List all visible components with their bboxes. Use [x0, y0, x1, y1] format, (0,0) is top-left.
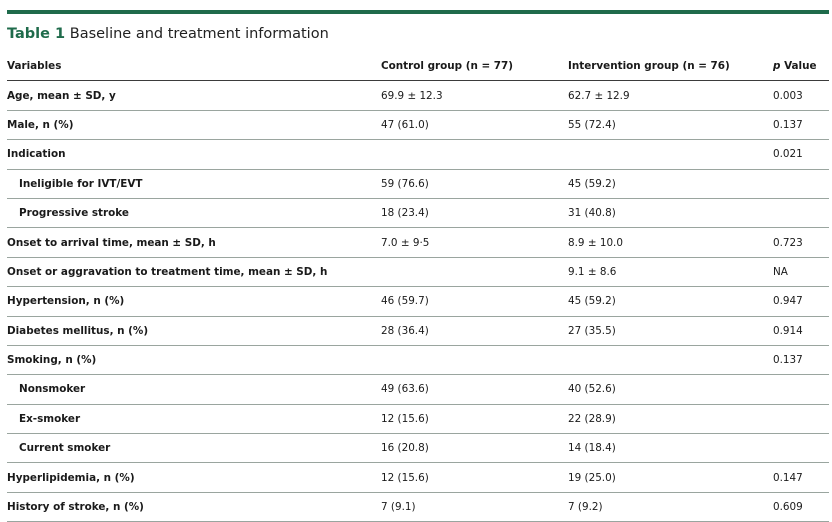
- table-body: Age, mean ± SD, y 69.9 ± 12.3 62.7 ± 12.9 0…: [7, 80, 829, 522]
- intervention-value: [568, 345, 773, 376]
- row-label: Age, mean ± SD, y: [7, 80, 381, 111]
- row-label: Onset or aggravation to treatment time, …: [7, 257, 381, 288]
- control-value: 59 (76.6): [381, 169, 568, 199]
- table-row: History of stroke, n (%) 7 (9.1) 7 (9.2) 0.…: [7, 492, 829, 522]
- table-row: Onset to arrival time, mean ± SD, h 7.0 ±…: [7, 227, 829, 258]
- header-variables: Variables: [7, 52, 381, 82]
- control-value: 28 (36.4): [381, 316, 568, 346]
- p-value: [773, 198, 829, 229]
- table-row: Diabetes mellitus, n (%) 28 (36.4) 27 (35.…: [7, 316, 829, 346]
- p-value: 0.137: [773, 110, 829, 141]
- p-value: 0.914: [773, 316, 829, 346]
- p-value: 0.137: [773, 345, 829, 376]
- intervention-value: 9.1 ± 8.6: [568, 257, 773, 288]
- header-p-value: p Value: [773, 52, 829, 82]
- header-p-italic: p: [773, 60, 781, 73]
- table-row: Age, mean ± SD, y 69.9 ± 12.3 62.7 ± 12.9 0…: [7, 80, 829, 111]
- intervention-value: 19 (25.0): [568, 462, 773, 493]
- control-value: 12 (15.6): [381, 462, 568, 493]
- intervention-value: [568, 139, 773, 170]
- p-value: 0.947: [773, 286, 829, 317]
- row-label: Indication: [7, 139, 381, 170]
- intervention-value: 45 (59.2): [568, 286, 773, 317]
- table-row: Smoking, n (%) 0.137: [7, 345, 829, 376]
- table-row: Hyperlipidemia, n (%) 12 (15.6) 19 (25.0) 0…: [7, 462, 829, 493]
- p-value: 0.147: [773, 462, 829, 493]
- table-row: Male, n (%) 47 (61.0) 55 (72.4) 0.137: [7, 110, 829, 141]
- control-value: 49 (63.6): [381, 374, 568, 405]
- header-p-suffix: Value: [780, 60, 817, 73]
- p-value: [773, 404, 829, 435]
- p-value: 0.723: [773, 227, 829, 258]
- row-label: Diabetes mellitus, n (%): [7, 316, 381, 346]
- intervention-value: 14 (18.4): [568, 433, 773, 464]
- row-label: Nonsmoker: [7, 374, 381, 405]
- intervention-value: 45 (59.2): [568, 169, 773, 199]
- row-label: Progressive stroke: [7, 198, 381, 229]
- control-value: 7.0 ± 9·5: [381, 227, 568, 258]
- intervention-value: 22 (28.9): [568, 404, 773, 435]
- table-row: Ex-smoker 12 (15.6) 22 (28.9): [7, 404, 829, 435]
- row-label: Current smoker: [7, 433, 381, 464]
- intervention-value: 40 (52.6): [568, 374, 773, 405]
- intervention-value: 8.9 ± 10.0: [568, 227, 773, 258]
- title-rule: [7, 10, 829, 14]
- p-value: [773, 374, 829, 405]
- intervention-value: 7 (9.2): [568, 492, 773, 522]
- table-row: Hypertension, n (%) 46 (59.7) 45 (59.2) 0.9…: [7, 286, 829, 317]
- intervention-value: 31 (40.8): [568, 198, 773, 229]
- row-label: History of stroke, n (%): [7, 492, 381, 522]
- table-row: Current smoker 16 (20.8) 14 (18.4): [7, 433, 829, 464]
- control-value: 69.9 ± 12.3: [381, 80, 568, 111]
- control-value: 16 (20.8): [381, 433, 568, 464]
- control-value: 18 (23.4): [381, 198, 568, 229]
- row-label: Male, n (%): [7, 110, 381, 141]
- p-value: 0.003: [773, 80, 829, 111]
- table-row: Progressive stroke 18 (23.4) 31 (40.8): [7, 198, 829, 229]
- intervention-value: 62.7 ± 12.9: [568, 80, 773, 111]
- row-label: Ex-smoker: [7, 404, 381, 435]
- intervention-value: 55 (72.4): [568, 110, 773, 141]
- row-label: Hypertension, n (%): [7, 286, 381, 317]
- p-value: 0.021: [773, 139, 829, 170]
- table-row: Ineligible for IVT/EVT 59 (76.6) 45 (59.2): [7, 169, 829, 199]
- header-row: Variables Control group (n = 77) Interve…: [7, 52, 829, 82]
- control-value: 46 (59.7): [381, 286, 568, 317]
- table-row: Indication 0.021: [7, 139, 829, 170]
- row-label: Smoking, n (%): [7, 345, 381, 376]
- p-value: 0.609: [773, 492, 829, 522]
- header-control: Control group (n = 77): [381, 52, 568, 82]
- control-value: 7 (9.1): [381, 492, 568, 522]
- table-row: Nonsmoker 49 (63.6) 40 (52.6): [7, 374, 829, 405]
- header-intervention: Intervention group (n = 76): [568, 52, 773, 82]
- intervention-value: 27 (35.5): [568, 316, 773, 346]
- row-label: Hyperlipidemia, n (%): [7, 462, 381, 493]
- control-value: 12 (15.6): [381, 404, 568, 435]
- table-title: Table 1 Baseline and treatment informati…: [7, 26, 329, 42]
- control-value: 47 (61.0): [381, 110, 568, 141]
- row-label: Onset to arrival time, mean ± SD, h: [7, 227, 381, 258]
- table-caption: Baseline and treatment information: [69, 26, 329, 42]
- control-value: [381, 345, 568, 376]
- table-number: Table 1: [7, 26, 66, 42]
- p-value: NA: [773, 257, 829, 288]
- p-value: [773, 169, 829, 199]
- baseline-table: Variables Control group (n = 77) Interve…: [7, 52, 829, 522]
- row-label: Ineligible for IVT/EVT: [7, 169, 381, 199]
- control-value: [381, 257, 568, 288]
- p-value: [773, 433, 829, 464]
- table-row: Onset or aggravation to treatment time, …: [7, 257, 829, 288]
- control-value: [381, 139, 568, 170]
